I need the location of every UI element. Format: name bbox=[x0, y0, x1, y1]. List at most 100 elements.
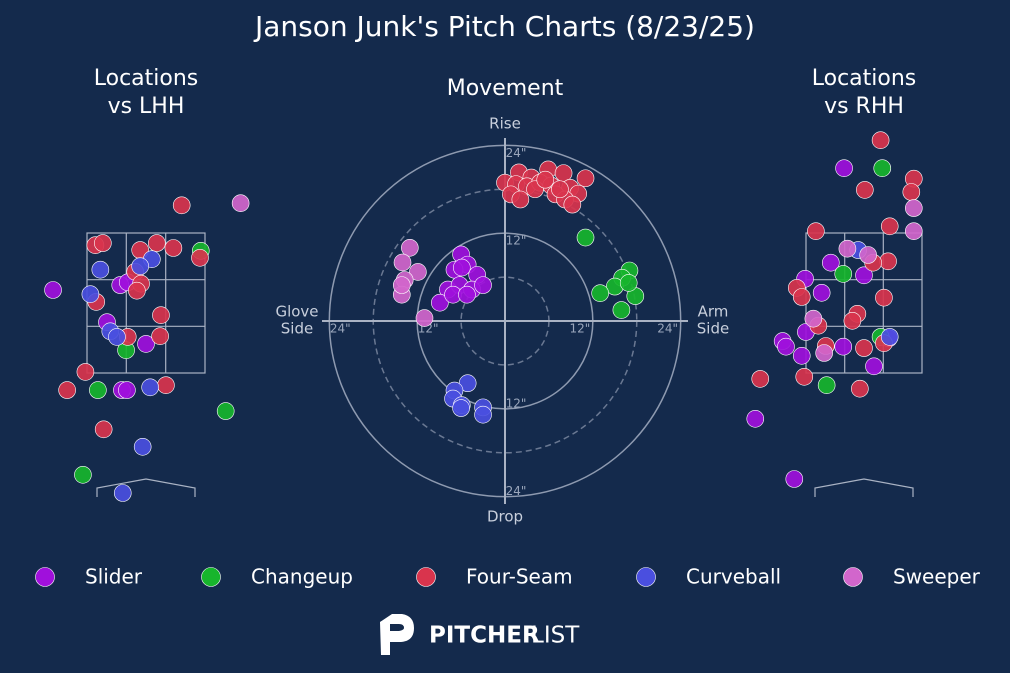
pitch-point bbox=[81, 285, 100, 304]
pitch-point bbox=[855, 266, 873, 285]
pitch-point bbox=[591, 284, 609, 302]
panel-title: vs RHH bbox=[824, 94, 904, 119]
pitch-point bbox=[431, 293, 449, 312]
panel-title: Locations bbox=[94, 66, 199, 91]
pitch-point bbox=[871, 131, 890, 149]
pitch-point bbox=[751, 370, 770, 388]
pitch-point bbox=[151, 327, 169, 346]
pitch-point bbox=[859, 246, 877, 264]
pitch-point bbox=[792, 288, 811, 306]
legend-label: Sweeper bbox=[893, 565, 981, 589]
pitch-point bbox=[58, 381, 76, 399]
pitch-point bbox=[902, 183, 921, 201]
pitch-point bbox=[821, 253, 840, 272]
pitch-point bbox=[474, 405, 492, 424]
pitch-point bbox=[76, 363, 95, 381]
r-tick-label: 12" bbox=[569, 322, 590, 336]
r-tick-label: 24" bbox=[506, 146, 527, 160]
main-title: Janson Junk's Pitch Charts (8/23/25) bbox=[253, 10, 755, 43]
pitch-point bbox=[137, 335, 155, 353]
pitch-point bbox=[131, 257, 149, 276]
axis-label: Side bbox=[697, 320, 729, 338]
r-tick-label: 24" bbox=[330, 322, 351, 336]
pitch-point bbox=[835, 159, 853, 177]
pitch-point bbox=[392, 276, 411, 294]
legend-label: Changeup bbox=[251, 565, 353, 589]
pitch-point bbox=[576, 228, 595, 247]
pitch-point bbox=[563, 195, 582, 214]
pitch-point bbox=[453, 258, 471, 277]
pitch-point bbox=[128, 281, 146, 300]
pitch-point bbox=[807, 222, 825, 240]
pitch-point bbox=[865, 357, 883, 376]
r-tick-label: 12" bbox=[506, 234, 527, 248]
pitch-point bbox=[817, 376, 836, 395]
legend-marker bbox=[636, 567, 656, 587]
pitch-point bbox=[856, 181, 874, 199]
pitch-point bbox=[164, 239, 183, 257]
pitch-point bbox=[44, 281, 62, 299]
panel-title: vs LHH bbox=[108, 94, 185, 119]
axis-label: Rise bbox=[489, 115, 521, 133]
brand-light: LIST bbox=[531, 623, 580, 649]
pitch-point bbox=[619, 274, 638, 292]
pitch-point bbox=[401, 239, 419, 257]
pitch-point bbox=[458, 285, 476, 304]
legend-label: Four-Seam bbox=[466, 565, 573, 589]
pitch-point bbox=[141, 378, 159, 397]
brand-bold: PITCHER bbox=[429, 623, 540, 649]
pitch-point bbox=[147, 234, 166, 252]
pitch-point bbox=[843, 311, 862, 330]
pitch-point bbox=[875, 288, 893, 307]
pitch-point bbox=[880, 217, 899, 236]
pitch-point bbox=[74, 465, 92, 484]
r-tick-label: 24" bbox=[506, 484, 527, 498]
pitch-point bbox=[904, 199, 923, 217]
pitch-point bbox=[838, 239, 857, 258]
legend-label: Curveball bbox=[686, 565, 781, 589]
pitch-point bbox=[815, 344, 833, 362]
pitch-point bbox=[834, 265, 853, 283]
axis-label: Glove bbox=[275, 303, 318, 321]
r-tick-label: 24" bbox=[657, 322, 678, 336]
pitch-point bbox=[133, 437, 152, 456]
pitch-point bbox=[834, 337, 853, 356]
pitch-point bbox=[452, 399, 470, 417]
pitch-point bbox=[879, 252, 897, 271]
pitch-point bbox=[795, 367, 814, 386]
axis-label: Arm bbox=[698, 303, 729, 321]
axis-label: Drop bbox=[487, 508, 523, 526]
pitch-point bbox=[409, 263, 427, 281]
pitch-point bbox=[576, 169, 595, 188]
legend-marker bbox=[35, 567, 55, 587]
pitch-point bbox=[785, 470, 804, 488]
pitch-point bbox=[91, 260, 110, 279]
pitch-point bbox=[880, 328, 899, 346]
pitch-point bbox=[94, 420, 113, 439]
pitch-point bbox=[415, 309, 434, 327]
pitch-point bbox=[904, 222, 923, 240]
pitch-point bbox=[804, 309, 823, 328]
pitch-point bbox=[612, 301, 631, 319]
pitch-point bbox=[393, 253, 412, 272]
pitch-point bbox=[157, 376, 175, 395]
legend-marker bbox=[201, 567, 221, 587]
pitch-point bbox=[746, 409, 765, 428]
pitch-point bbox=[231, 194, 250, 212]
pitch-point bbox=[216, 402, 235, 420]
pitch-point bbox=[777, 337, 795, 356]
pitch-point bbox=[873, 159, 892, 177]
legend-label: Slider bbox=[85, 565, 143, 589]
legend-marker bbox=[843, 567, 863, 587]
pitch-point bbox=[108, 328, 126, 346]
pitch-point bbox=[551, 180, 569, 199]
pitch-point bbox=[89, 381, 107, 399]
pitch-point bbox=[536, 170, 555, 189]
pitch-point bbox=[94, 234, 112, 252]
pitch-point bbox=[113, 484, 132, 502]
pitch-point bbox=[855, 339, 873, 357]
pitch-point bbox=[118, 381, 136, 399]
pitch-point bbox=[511, 190, 530, 209]
pitch-point bbox=[191, 248, 209, 267]
